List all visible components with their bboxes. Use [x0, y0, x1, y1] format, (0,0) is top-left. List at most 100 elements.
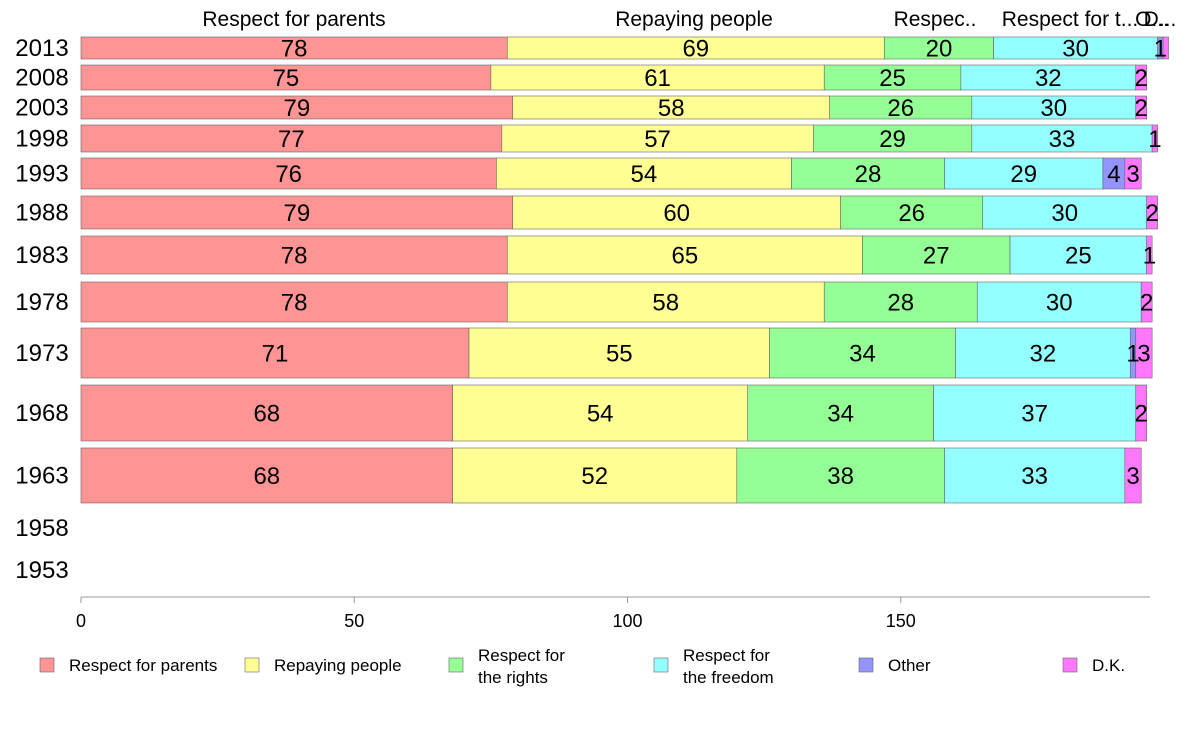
value-label-1988-s5: 2	[1145, 200, 1158, 227]
bars-group: 78 69 20 30 175 61 25 32 279 58 26 30 277 57 29 33 176 54…	[80, 36, 1169, 504]
value-label-1963-s5: 3	[1126, 463, 1139, 490]
x-tick-label-0: 0	[76, 611, 86, 631]
value-label-1998-s1: 57	[644, 126, 671, 153]
bar-1973-s0	[80, 327, 470, 379]
bar-1998-s1	[501, 124, 814, 153]
value-label-2003-s5: 2	[1135, 95, 1148, 122]
bar-1963-s2	[736, 447, 945, 504]
value-label-1973-s1: 55	[606, 341, 633, 368]
legend-label-1: Repaying people	[274, 656, 402, 675]
bar-1973-s2	[769, 327, 956, 379]
value-label-2008-s3: 32	[1035, 65, 1062, 92]
legend-label-3-line0: Respect for	[683, 646, 770, 665]
bar-1988-s5	[1146, 195, 1158, 230]
bar-1998-s5	[1151, 124, 1158, 153]
value-label-1978-s2: 28	[887, 290, 914, 317]
x-tick-label-50: 50	[344, 611, 364, 631]
value-label-2013-s4: 1	[1154, 36, 1167, 63]
value-label-2003-s3: 30	[1040, 95, 1067, 122]
legend-label-3-line1: the freedom	[683, 668, 774, 687]
value-label-2003-s2: 26	[887, 95, 914, 122]
bar-1988-s2	[840, 195, 984, 230]
bar-1993-s5	[1124, 157, 1142, 190]
x-tick-label-150: 150	[886, 611, 916, 631]
legend-swatch-1	[244, 657, 260, 673]
bar-1968-s5	[1135, 384, 1147, 442]
value-label-1968-s1: 54	[587, 401, 614, 428]
year-label-1983: 1983	[15, 242, 68, 269]
value-label-1968-s2: 34	[827, 401, 854, 428]
value-label-1998-s3: 33	[1049, 126, 1076, 153]
value-label-1978-s1: 58	[652, 290, 679, 317]
bar-1998-s0	[80, 124, 503, 153]
year-label-1953: 1953	[15, 557, 68, 584]
bar-1983-s3	[1009, 235, 1147, 275]
value-label-1968-s0: 68	[253, 401, 280, 428]
top-label-5: D...	[1144, 8, 1177, 31]
value-label-1973-s4: 1	[1126, 341, 1139, 368]
value-label-1993-s0: 76	[275, 161, 302, 188]
bar-2008-s0	[80, 64, 492, 91]
value-label-2013-s0: 78	[281, 36, 308, 63]
legend-label-2-line0: Respect for	[478, 646, 565, 665]
value-label-1968-s3: 37	[1021, 401, 1048, 428]
bar-1963-s3	[944, 447, 1126, 504]
legend-swatch-0	[39, 657, 55, 673]
bar-1963-s0	[80, 447, 453, 504]
legend-label-5: D.K.	[1092, 656, 1125, 675]
value-label-1993-s3: 29	[1010, 161, 1037, 188]
value-label-1983-s0: 78	[281, 243, 308, 270]
bar-1968-s1	[452, 384, 749, 442]
value-label-1993-s2: 28	[855, 161, 882, 188]
legend-swatch-4	[858, 657, 874, 673]
year-label-2008: 2008	[15, 65, 68, 92]
legend-label-2-line1: the rights	[478, 668, 548, 687]
value-label-2008-s2: 25	[879, 65, 906, 92]
value-label-1983-s1: 65	[672, 243, 699, 270]
value-label-1978-s5: 2	[1140, 290, 1153, 317]
value-label-1993-s1: 54	[631, 161, 658, 188]
bar-1978-s0	[80, 281, 508, 323]
legend-swatch-3	[653, 657, 669, 673]
bar-1993-s2	[791, 157, 945, 190]
value-label-1983-s5: 1	[1143, 243, 1156, 270]
bar-1978-s3	[976, 281, 1142, 323]
value-label-1988-s3: 30	[1051, 200, 1078, 227]
value-label-1988-s1: 60	[663, 200, 690, 227]
value-label-1998-s5: 1	[1148, 126, 1161, 153]
value-label-1978-s0: 78	[281, 290, 308, 317]
value-label-1973-s0: 71	[262, 341, 289, 368]
bar-1968-s2	[747, 384, 934, 442]
year-label-2013: 2013	[15, 35, 68, 62]
bar-1983-s0	[80, 235, 508, 275]
bar-1973-s3	[955, 327, 1131, 379]
year-label-1988: 1988	[15, 200, 68, 227]
value-label-2008-s0: 75	[273, 65, 300, 92]
bar-1973-s1	[468, 327, 770, 379]
bar-1988-s0	[80, 195, 514, 230]
bar-1993-s1	[496, 157, 792, 190]
value-label-2013-s3: 30	[1062, 36, 1089, 63]
value-label-2008-s1: 61	[644, 65, 671, 92]
bar-2013-s5	[1162, 36, 1169, 60]
value-label-1998-s0: 77	[278, 126, 305, 153]
value-label-2003-s1: 58	[658, 95, 685, 122]
year-label-2003: 2003	[15, 95, 68, 122]
value-label-1963-s2: 38	[827, 463, 854, 490]
value-label-1983-s2: 27	[923, 243, 950, 270]
bar-2003-s5	[1135, 95, 1147, 120]
legend-label-4: Other	[888, 656, 931, 675]
value-label-2008-s5: 2	[1135, 65, 1148, 92]
value-label-2013-s2: 20	[926, 36, 953, 63]
year-label-1958: 1958	[15, 515, 68, 542]
bar-2008-s1	[490, 64, 825, 91]
year-label-1973: 1973	[15, 340, 68, 367]
bar-1983-s5	[1146, 235, 1153, 275]
bar-2008-s5	[1135, 64, 1147, 91]
legend: Respect for parents Repaying people Respec…	[39, 646, 1125, 687]
bar-1998-s2	[813, 124, 973, 153]
top-label-1: Repaying people	[615, 8, 773, 31]
bar-1993-s3	[944, 157, 1104, 190]
value-label-1993-s5: 3	[1126, 161, 1139, 188]
